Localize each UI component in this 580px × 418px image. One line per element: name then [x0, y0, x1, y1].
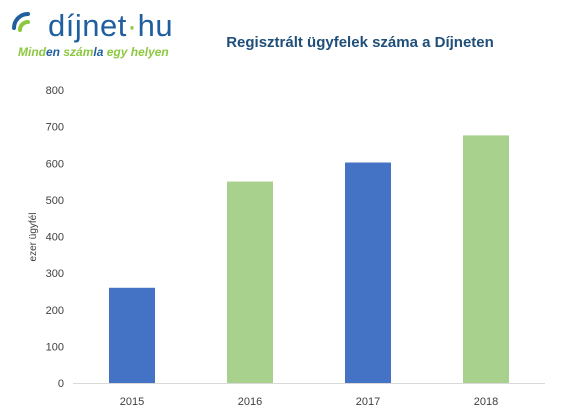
x-tick-label: 2018 — [474, 396, 498, 408]
y-axis-ticks: 0 100 200 300 400 500 600 700 800 — [46, 85, 64, 390]
bar-2016 — [227, 181, 273, 383]
y-tick-label: 100 — [46, 341, 64, 353]
x-tick-label: 2017 — [356, 396, 380, 408]
y-tick-label: 400 — [46, 232, 64, 244]
bar-2017 — [345, 162, 391, 383]
y-tick-label: 300 — [46, 268, 64, 280]
y-tick-label: 600 — [46, 158, 64, 170]
bar-2018 — [463, 135, 509, 383]
tagline-part1: Mind — [18, 45, 46, 59]
y-tick-label: 0 — [58, 378, 64, 390]
x-tick-label: 2015 — [120, 396, 144, 408]
x-axis-ticks: 2015 2016 2017 2018 — [120, 396, 498, 408]
tagline-part3: egy helyen — [103, 45, 169, 59]
signal-waves-icon — [12, 12, 30, 32]
y-tick-label: 800 — [46, 85, 64, 97]
logo-word-part1: díjnet — [48, 8, 127, 43]
x-tick-label: 2016 — [238, 396, 262, 408]
dijnet-logo: díjnet·hu Minden számla egy helyen — [8, 6, 208, 62]
bars — [109, 135, 509, 383]
y-tick-label: 200 — [46, 305, 64, 317]
chart-title: Regisztrált ügyfelek száma a Díjneten — [226, 34, 494, 51]
tagline-part2: szám — [60, 45, 94, 59]
tagline-highlight: en — [46, 45, 61, 59]
logo-tagline: Minden számla egy helyen — [18, 45, 169, 59]
logo-word-part2: hu — [137, 8, 174, 43]
tagline-highlight2: la — [93, 45, 104, 59]
bar-2015 — [109, 287, 155, 383]
y-tick-label: 700 — [46, 122, 64, 134]
logo-wordmark: díjnet·hu — [48, 8, 173, 44]
y-tick-label: 500 — [46, 195, 64, 207]
logo-word-dot: · — [126, 8, 138, 43]
y-axis-label: ezer ügyfél — [28, 213, 39, 262]
